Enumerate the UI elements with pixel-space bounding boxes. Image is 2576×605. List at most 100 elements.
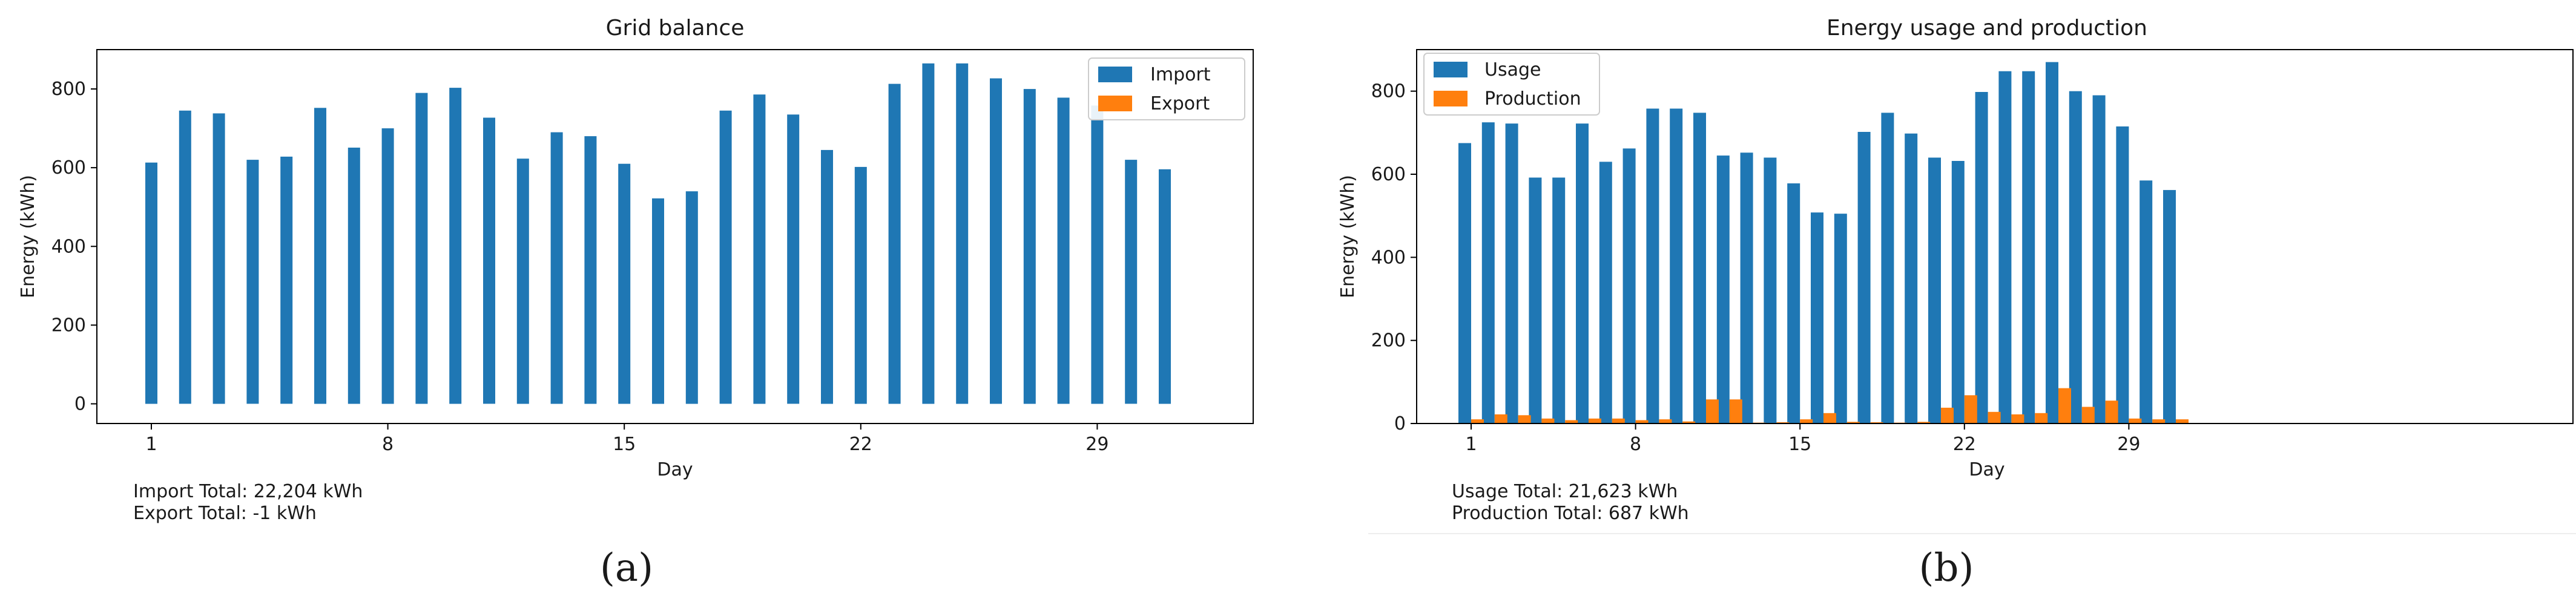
panel-b-bar-usage-day-14 bbox=[1764, 157, 1777, 424]
panel-b-bar-usage-day-28 bbox=[2092, 95, 2106, 424]
panel-a-x-tick-label-1: 1 bbox=[145, 434, 157, 455]
panel-a-bar-import-day-14 bbox=[584, 136, 597, 404]
panel-a-bar-import-day-17 bbox=[685, 191, 698, 404]
panel-b-production-total: Production Total: 687 kWh bbox=[1452, 503, 1689, 524]
panel-b-y-tick-label-600: 600 bbox=[1371, 164, 1406, 185]
panel-a-bar-import-day-28 bbox=[1057, 97, 1070, 404]
panel-b-bar-production-day-27 bbox=[2081, 407, 2095, 424]
panel-b-bar-usage-day-22 bbox=[1951, 161, 1965, 424]
panel-b-x-axis-label: Day bbox=[1969, 459, 2004, 480]
panel-b-bar-production-day-6 bbox=[1589, 418, 1601, 424]
panel-b-bar-production-day-5 bbox=[1565, 420, 1578, 424]
panel-b-bar-usage-day-7 bbox=[1599, 162, 1612, 424]
panel-a-y-tick-label-200: 200 bbox=[51, 315, 86, 336]
panel-b-energy-usage-production: Energy usage and production 1 8 15 22 29 0 20… bbox=[1337, 16, 2574, 590]
panel-b-bar-usage-day-13 bbox=[1740, 152, 1753, 424]
panel-b-bar-usage-day-4 bbox=[1529, 177, 1542, 424]
panel-b-y-tick-label-400: 400 bbox=[1371, 247, 1406, 268]
panel-b-bar-production-day-23 bbox=[1988, 411, 2001, 424]
panel-a-y-axis-label: Energy (kWh) bbox=[18, 175, 39, 298]
panel-b-bar-usage-day-9 bbox=[1646, 108, 1659, 424]
panel-b-bar-usage-day-21 bbox=[1928, 157, 1941, 424]
panel-a-bar-import-day-31 bbox=[1159, 169, 1171, 404]
panel-a-bars bbox=[145, 63, 1171, 404]
panel-b-bar-usage-day-23 bbox=[1975, 92, 1988, 424]
panel-b-bar-production-day-29 bbox=[2129, 418, 2142, 424]
panel-a-bar-import-day-22 bbox=[854, 166, 867, 404]
panel-b-bar-production-day-8 bbox=[1635, 420, 1649, 424]
panel-a-bar-import-day-8 bbox=[381, 128, 394, 404]
panel-b-bar-production-day-16 bbox=[1823, 413, 1836, 424]
panel-a-bar-import-day-13 bbox=[550, 132, 563, 404]
panel-b-legend-production-label: Production bbox=[1484, 88, 1581, 110]
panel-b-y-tick-label-200: 200 bbox=[1371, 330, 1406, 352]
panel-a-legend-import-label: Import bbox=[1150, 64, 1211, 85]
panel-b-bar-usage-day-26 bbox=[2046, 62, 2058, 424]
panel-b-bar-production-day-30 bbox=[2152, 419, 2166, 424]
panel-b-bar-usage-day-29 bbox=[2116, 126, 2129, 424]
panel-b-bar-production-day-26 bbox=[2058, 388, 2071, 424]
panel-a-y-tick-label-400: 400 bbox=[51, 236, 86, 257]
panel-b-bar-production-day-12 bbox=[1729, 399, 1742, 424]
panel-b-bar-production-day-3 bbox=[1518, 415, 1531, 424]
panel-b-legend-box bbox=[1423, 53, 1600, 116]
panel-b-x-tick-label-29: 29 bbox=[2117, 434, 2140, 455]
panel-b-bar-production-day-21 bbox=[1941, 407, 1954, 424]
panel-b-y-axis-label: Energy (kWh) bbox=[1337, 175, 1359, 298]
panel-b-x-ticks: 1 8 15 22 29 bbox=[1465, 424, 2140, 455]
panel-b-bar-production-day-28 bbox=[2105, 401, 2118, 424]
panel-a-x-ticks: 1 8 15 22 29 bbox=[145, 424, 1108, 455]
panel-b-bar-usage-day-25 bbox=[2022, 71, 2035, 424]
panel-b-bar-production-day-31 bbox=[2176, 419, 2189, 424]
panel-a-bar-import-day-20 bbox=[787, 114, 800, 404]
panel-a-y-tick-label-0: 0 bbox=[74, 393, 86, 414]
panel-a-bar-import-day-29 bbox=[1091, 105, 1104, 404]
panel-a-bar-import-day-24 bbox=[922, 63, 935, 404]
panel-b-bar-usage-day-2 bbox=[1481, 122, 1495, 424]
panel-a-bar-import-day-3 bbox=[212, 113, 225, 404]
panel-b-bar-usage-day-27 bbox=[2069, 91, 2082, 424]
panel-b-legend-swatch-usage bbox=[1434, 62, 1468, 77]
panel-b-bar-usage-day-15 bbox=[1787, 183, 1800, 424]
panel-b-bar-production-day-9 bbox=[1659, 419, 1672, 424]
panel-b-bar-production-day-24 bbox=[2011, 414, 2024, 424]
panel-a-bar-import-day-7 bbox=[348, 148, 360, 404]
panel-b-bar-usage-day-12 bbox=[1716, 155, 1730, 424]
panel-a-x-tick-label-29: 29 bbox=[1085, 434, 1108, 455]
panel-a-label: (a) bbox=[600, 546, 653, 590]
panel-b-axes-frame bbox=[1416, 49, 2574, 424]
panel-a-x-tick-label-8: 8 bbox=[382, 434, 394, 455]
panel-a-bar-import-day-27 bbox=[1023, 89, 1036, 404]
panel-a-y-ticks: 0 200 400 600 800 bbox=[51, 79, 97, 414]
panel-b-bar-usage-day-31 bbox=[2163, 190, 2176, 424]
panel-b-bar-usage-day-3 bbox=[1505, 123, 1518, 424]
panel-a-x-tick-label-15: 15 bbox=[613, 434, 636, 455]
panel-b-y-tick-label-0: 0 bbox=[1394, 413, 1406, 434]
panel-a-legend-swatch-import bbox=[1098, 67, 1132, 82]
panel-b-bar-production-day-4 bbox=[1541, 418, 1555, 424]
panel-a-bar-import-day-4 bbox=[246, 160, 259, 404]
panel-b-bar-usage-day-16 bbox=[1811, 212, 1823, 424]
panel-b-bar-production-day-17 bbox=[1846, 422, 1860, 424]
panel-b-bar-usage-day-11 bbox=[1693, 113, 1706, 424]
panel-a-bar-import-day-30 bbox=[1125, 160, 1138, 404]
panel-b-legend: Usage Production bbox=[1423, 53, 1600, 116]
panel-b-bar-production-day-10 bbox=[1682, 421, 1696, 424]
panel-b-bar-usage-day-18 bbox=[1857, 132, 1871, 424]
panel-b-x-tick-label-22: 22 bbox=[1953, 434, 1976, 455]
panel-a-bar-import-day-25 bbox=[956, 63, 969, 404]
panel-b-bar-usage-day-30 bbox=[2140, 180, 2153, 424]
panel-b-bar-usage-day-10 bbox=[1670, 108, 1683, 424]
panel-a-x-tick-label-22: 22 bbox=[849, 434, 872, 455]
panel-a-bar-import-day-16 bbox=[652, 198, 664, 404]
panel-a-legend-export-label: Export bbox=[1150, 93, 1210, 114]
panel-b-bar-production-day-7 bbox=[1612, 418, 1625, 424]
panel-a-legend: Import Export bbox=[1088, 57, 1245, 120]
panel-a-bar-import-day-12 bbox=[516, 159, 529, 404]
panel-b-legend-swatch-production bbox=[1434, 91, 1468, 106]
panel-a-bar-import-day-10 bbox=[449, 88, 462, 404]
panel-b-bar-production-day-20 bbox=[1917, 422, 1931, 424]
panel-b-bar-production-day-2 bbox=[1494, 414, 1507, 424]
